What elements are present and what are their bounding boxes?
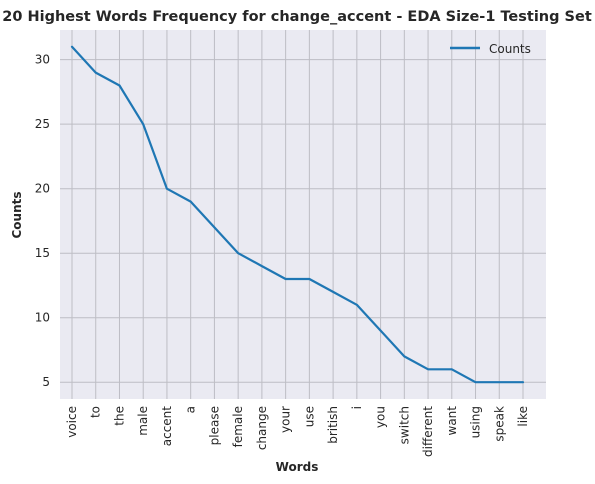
legend: Counts [450,42,531,56]
x-tick-label: speak [492,406,506,442]
x-tick-label: please [207,406,221,445]
x-tick-label: you [374,406,388,428]
y-axis-label: Counts [10,191,24,238]
x-axis-ticks: voice to the male accent a please female change y… [65,406,530,457]
y-tick-label: 10 [35,311,50,325]
x-tick-label: male [136,406,150,436]
x-tick-label: want [445,406,459,436]
y-tick-label: 5 [42,375,50,389]
y-tick-label: 20 [35,182,50,196]
grid-lines [60,30,546,399]
x-tick-label: voice [65,406,79,438]
x-tick-label: i [350,406,364,409]
x-tick-label: different [421,406,435,457]
chart-title: 20 Highest Words Frequency for change_ac… [2,9,592,25]
y-tick-label: 15 [35,246,50,260]
legend-label: Counts [489,42,531,56]
x-tick-label: a [184,406,198,413]
x-tick-label: switch [397,406,411,444]
y-tick-label: 30 [35,53,50,67]
x-tick-label: to [89,406,103,418]
y-axis-ticks: 5 10 15 20 25 30 [35,53,50,390]
x-tick-label: the [112,406,126,426]
x-tick-label: like [516,406,530,427]
y-tick-label: 25 [35,117,50,131]
plot-background [60,30,546,399]
x-tick-label: using [469,406,483,438]
x-tick-label: use [302,406,316,427]
x-tick-label: change [255,406,269,450]
series-line-counts [70,45,525,384]
x-axis-label: Words [276,460,319,474]
x-tick-label: female [231,406,245,447]
x-tick-label: accent [160,406,174,447]
x-tick-label: your [279,406,293,433]
x-tick-label: british [326,406,340,444]
